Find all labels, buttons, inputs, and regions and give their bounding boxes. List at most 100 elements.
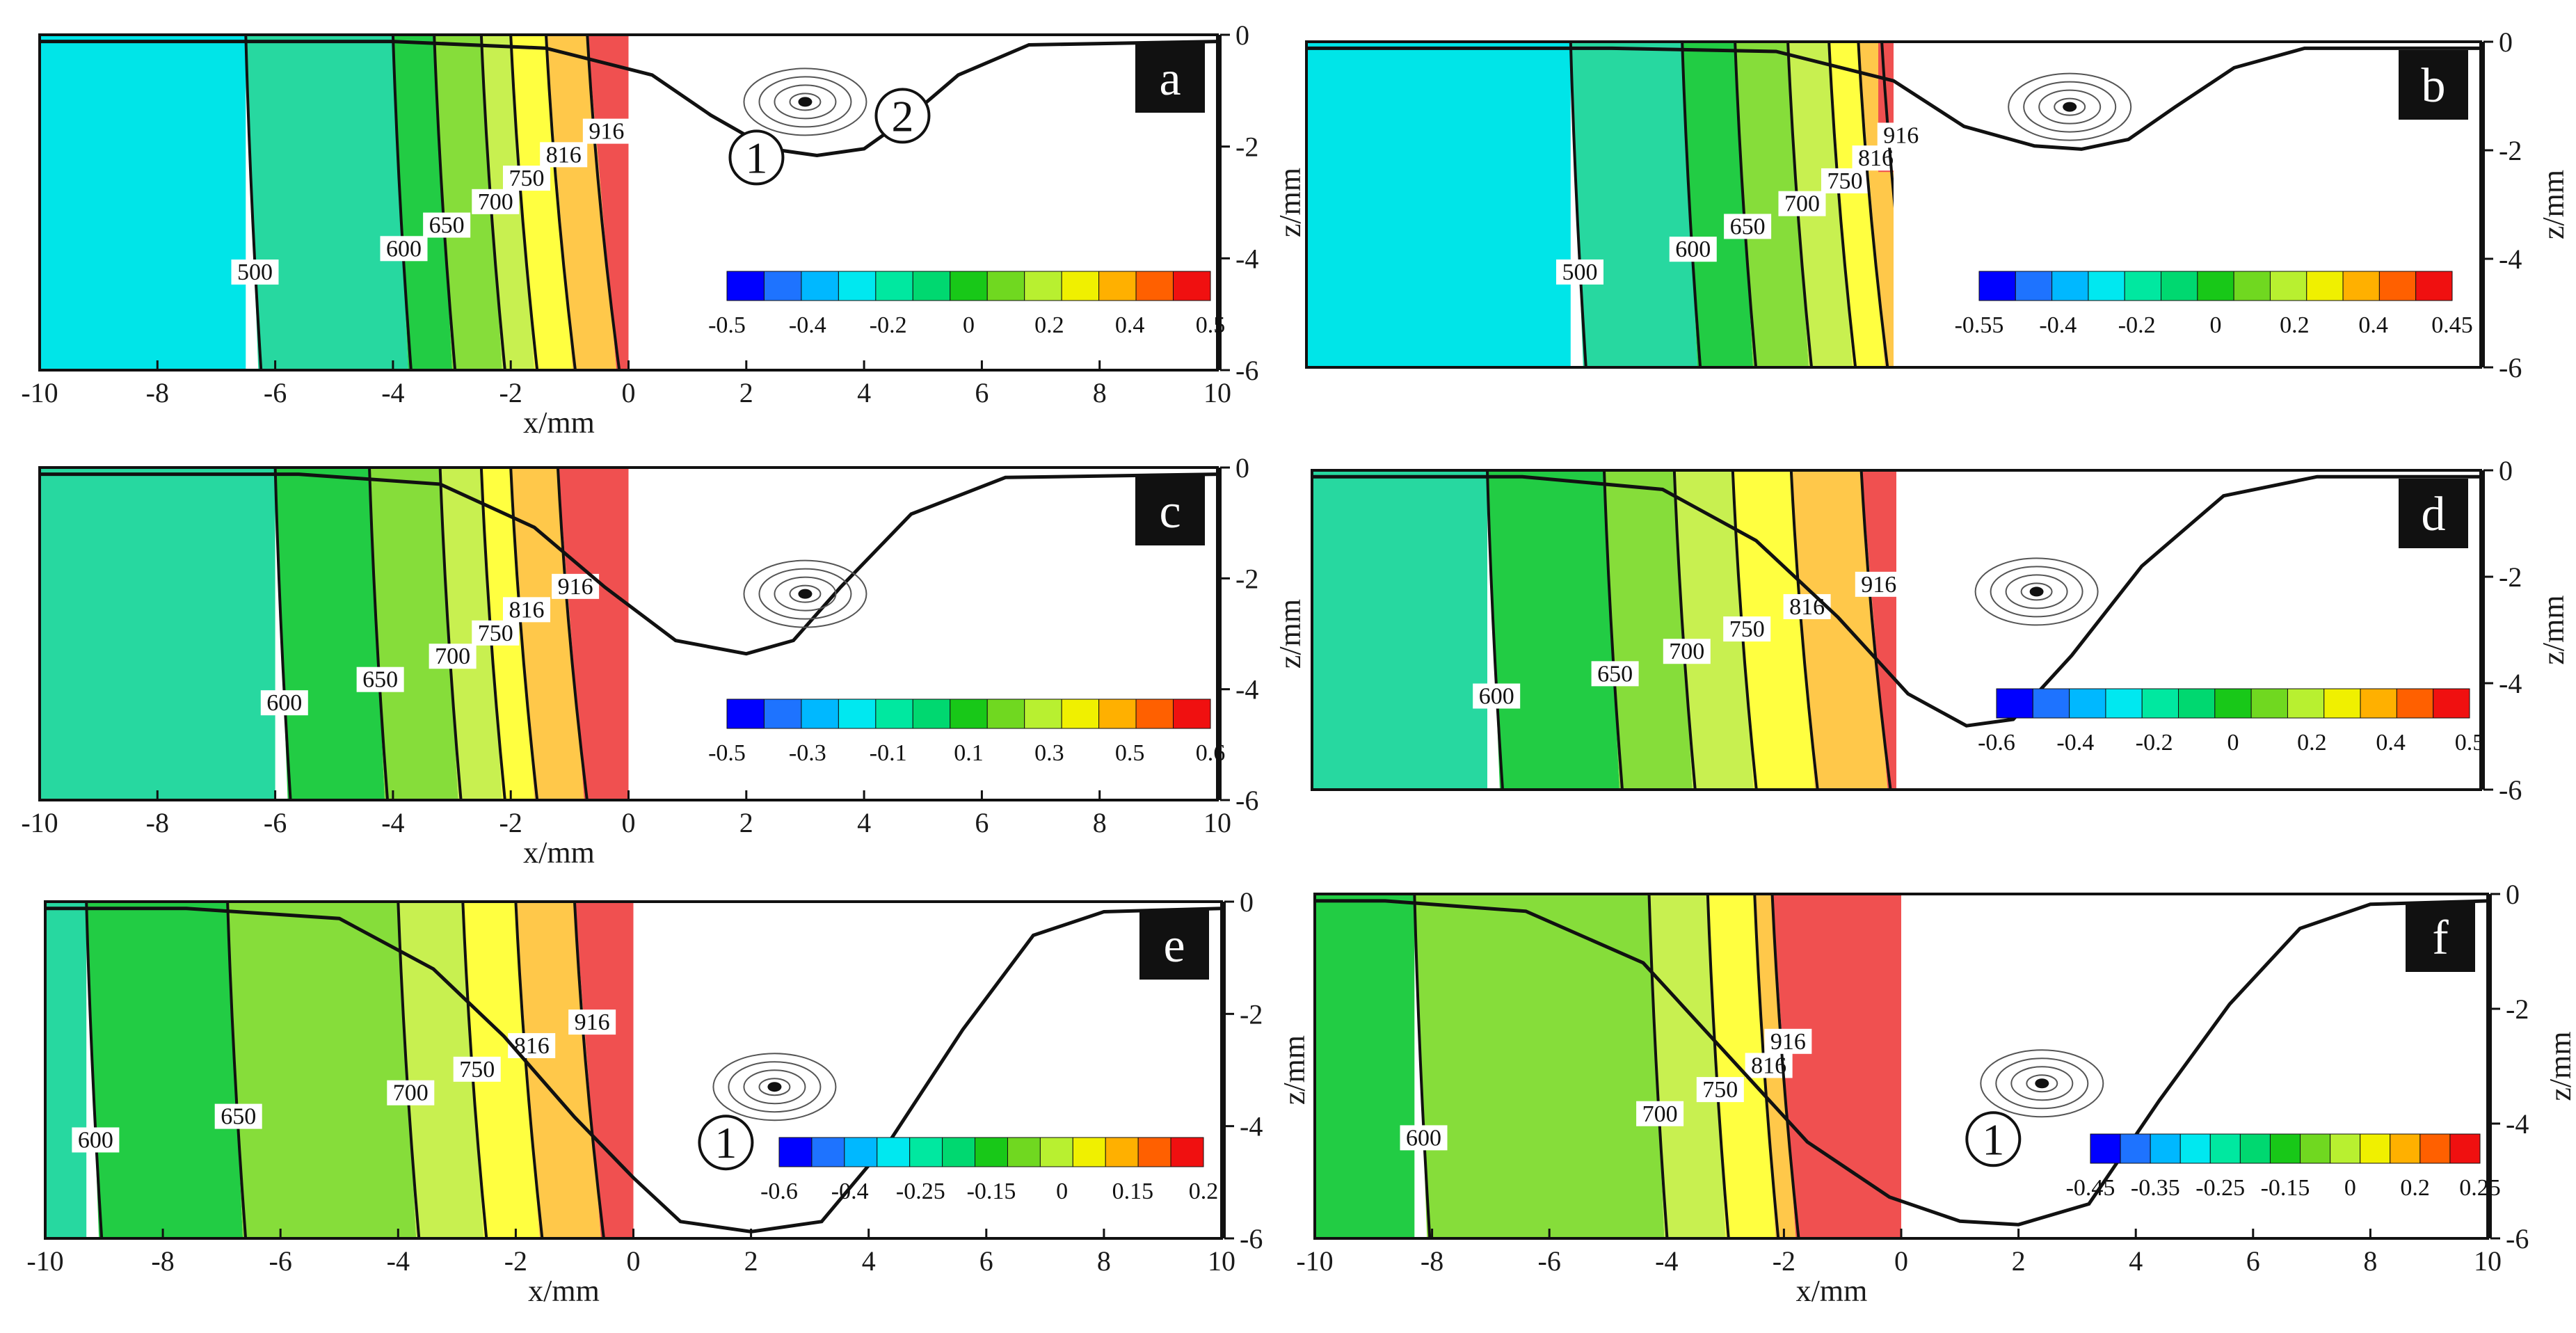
panel-b-colorbar-tick: -0.55 — [1955, 312, 2004, 338]
panel-f-colorbar-cell — [2179, 1133, 2211, 1164]
panel-a-colorbar-tick: -0.2 — [870, 312, 907, 338]
panel-a-isotherm-label: 750 — [509, 166, 545, 191]
panel-e-x-tick: 10 — [1208, 1245, 1235, 1277]
panel-f-colorbar-tick: -0.25 — [2195, 1175, 2245, 1201]
panel-b-streamline — [2054, 97, 2086, 116]
panel-e-x-tick: 2 — [744, 1245, 758, 1277]
panel-d-isotherm-label: 916 — [1861, 572, 1896, 598]
panel-e-x-tick: 0 — [627, 1245, 641, 1277]
panel-e-x-tick: -4 — [387, 1245, 410, 1277]
panel-c-x-tick: 2 — [739, 807, 753, 838]
panel-d-isotherm-line — [1603, 470, 1624, 790]
panel-c-streamline — [789, 584, 822, 603]
panel-b-colorbar-tick: 0.4 — [2358, 312, 2388, 338]
panel-a-surface-line — [40, 40, 1218, 158]
panel-e-colorbar-cell — [1137, 1137, 1171, 1167]
panel-d-z-label: z/mm — [2536, 595, 2570, 664]
panel-b-colorbar-cell — [2306, 271, 2344, 301]
panel-c-x-tick: 8 — [1093, 807, 1107, 838]
panel-a-x-tick: -8 — [146, 377, 169, 408]
panel-f-vortex-circle — [1965, 1111, 2022, 1167]
panel-c-isotherm-line — [509, 468, 539, 800]
panel-f-x-tick: 0 — [1894, 1245, 1908, 1277]
panel-d-colorbar-cell — [1996, 688, 2033, 719]
panel-f-colorbar-cell — [2330, 1133, 2361, 1164]
panel-b-band — [1306, 42, 1571, 367]
panel-f-isotherm-line — [1413, 894, 1432, 1238]
panel-b-colorbar-cell — [2088, 271, 2125, 301]
panel-e-isotherm-line — [514, 902, 544, 1238]
panel-c-streamline — [758, 568, 852, 620]
panel-e-letter: e — [1163, 919, 1185, 973]
panel-e-isotherm-label-box — [214, 1103, 262, 1129]
panel-b-isotherm-label: 816 — [1858, 145, 1894, 171]
panel-b-isotherm-label-box — [1724, 214, 1772, 239]
panel-f-colorbar-tick: 0.25 — [2459, 1175, 2501, 1201]
panel-b-vortex-core — [2063, 102, 2077, 112]
panel-e-colorbar-tick: -0.15 — [967, 1179, 1016, 1204]
panel-d-colorbar-cell — [2433, 688, 2470, 719]
panel-a-streamline — [758, 76, 852, 128]
panel-b-colorbar-cell — [2269, 271, 2307, 301]
panel-e-isotherm-line — [573, 902, 605, 1238]
panel-b-isotherm-label-box — [1556, 259, 1603, 285]
panel-c-x-tick: 10 — [1203, 807, 1231, 838]
panel-f-colorbar-cell — [2090, 1133, 2121, 1164]
panel-a-x-tick: 2 — [739, 377, 753, 408]
panel-f-isotherm-label-box — [1764, 1028, 1812, 1054]
panel-a-colorbar-cell — [950, 271, 988, 301]
panel-d-colorbar-cell — [2032, 688, 2070, 719]
panel-e-colorbar-cell — [1007, 1137, 1041, 1167]
panel-f-colorbar-cell — [2300, 1133, 2331, 1164]
panel-a-isotherm-label: 600 — [386, 236, 422, 262]
panel-a-isotherm-label-box — [472, 189, 520, 214]
panel-a-isotherm-label-box — [503, 166, 550, 191]
panel-d-letter: d — [2422, 488, 2446, 541]
panel-e-x-tick: -6 — [269, 1245, 292, 1277]
panel-d-colorbar-tick: 0 — [2227, 730, 2239, 756]
panel-a-x-tick: 6 — [975, 377, 989, 408]
panel-f-isotherm-label: 600 — [1406, 1125, 1441, 1151]
panel-e-z-tick: -4 — [1240, 1111, 1263, 1142]
panel-b-isotherm-label: 750 — [1827, 168, 1862, 194]
panel-b-surface-line — [1306, 46, 2481, 151]
panel-e-colorbar-cell — [975, 1137, 1008, 1167]
panel-d-z-tick: -2 — [2499, 561, 2522, 593]
panel-a-melt-front — [613, 35, 629, 169]
panel-d-isotherm-line — [1672, 470, 1697, 790]
panel-c-temperature-field — [40, 468, 629, 800]
panel-c-band — [440, 468, 502, 800]
panel-a-colorbar-cell — [763, 271, 802, 301]
panel-f-z-tick: -4 — [2506, 1108, 2529, 1140]
panel-f-band — [1649, 894, 1726, 1238]
panel-c-colorbar-cell — [875, 699, 913, 729]
panel-a-isotherm-line — [544, 35, 577, 370]
panel-f-x-tick: -8 — [1421, 1245, 1443, 1277]
panel-e-x-label: x/mm — [528, 1274, 600, 1308]
panel-c-colorbar-tick: 0.5 — [1115, 740, 1145, 766]
panel-f-colorbar-cell — [2269, 1133, 2301, 1164]
panel-e-streamline — [728, 1061, 822, 1113]
panel-d-isotherm-label: 650 — [1597, 661, 1633, 687]
panel-e-colorbar-cell — [811, 1137, 845, 1167]
panel-c-z-label: z/mm — [1273, 599, 1307, 669]
panel-a-x-tick: -4 — [381, 377, 404, 408]
panel-e-isotherm-label: 700 — [393, 1080, 429, 1106]
panel-e-isotherm-line — [85, 902, 104, 1238]
panel-c-letter: c — [1159, 485, 1181, 538]
panel-e-x-tick: -8 — [151, 1245, 174, 1277]
panel-f-streamline — [2010, 1066, 2074, 1101]
panel-b-z-tick: -4 — [2499, 244, 2522, 275]
panel-f-x-tick: -6 — [1538, 1245, 1561, 1277]
panel-f-vortex-label: 1 — [1982, 1115, 2004, 1164]
panel-e-isotherm-label-box — [508, 1032, 556, 1058]
panel-c-isotherm-line — [273, 468, 292, 800]
panel-e-colorbar-tick: 0 — [1056, 1179, 1068, 1204]
panel-c-z-tick: -2 — [1235, 563, 1258, 594]
panel-c-isotherm-label-box — [429, 644, 477, 669]
panel-f-x-tick: -10 — [1296, 1245, 1333, 1277]
panel-d-temperature-field — [1312, 470, 1896, 790]
panel-f-isotherm-label-box — [1696, 1077, 1744, 1103]
panel-f-colorbar-cell — [2360, 1133, 2391, 1164]
